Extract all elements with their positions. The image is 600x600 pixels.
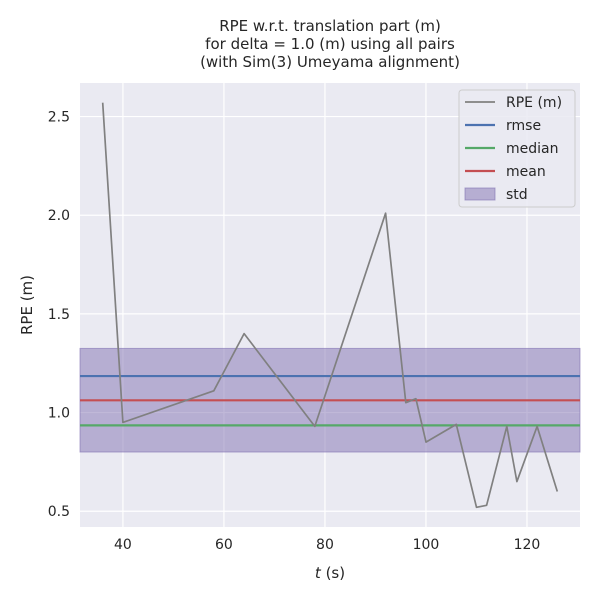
legend-label-median: median [506, 141, 558, 157]
y-tick-label: 0.5 [48, 504, 70, 520]
chart-title-line: RPE w.r.t. translation part (m) [219, 17, 441, 35]
y-tick-label: 2.5 [48, 110, 70, 126]
x-axis-unit: (s) [321, 564, 345, 582]
x-tick-label: 40 [114, 537, 132, 553]
x-axis-variable: t [315, 564, 322, 582]
x-tick-label: 60 [215, 537, 233, 553]
y-tick-label: 2.0 [48, 208, 70, 224]
legend-label-rpe: RPE (m) [506, 95, 562, 111]
y-tick-label: 1.0 [48, 406, 70, 422]
x-tick-label: 120 [514, 537, 541, 553]
y-tick-label: 1.5 [48, 307, 70, 323]
legend-label-mean: mean [506, 164, 546, 180]
legend-label-std: std [506, 187, 528, 203]
x-axis-label: t (s) [315, 564, 345, 582]
legend-label-rmse: rmse [506, 118, 541, 134]
x-tick-label: 100 [413, 537, 440, 553]
legend-swatch-std [464, 187, 496, 201]
legend-box [458, 89, 576, 208]
y-axis-label: RPE (m) [18, 275, 36, 335]
x-tick-label: 80 [316, 537, 334, 553]
chart-title-line: (with Sim(3) Umeyama alignment) [200, 53, 460, 71]
chart-title-line: for delta = 1.0 (m) using all pairs [205, 35, 455, 53]
rpe-series-line [101, 102, 559, 509]
